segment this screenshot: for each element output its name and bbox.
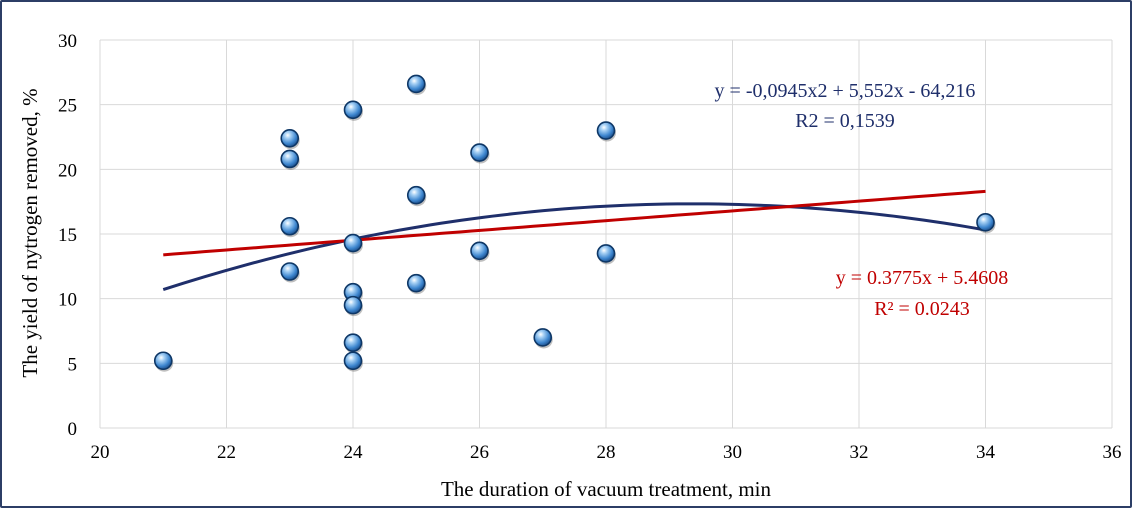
y-tick-label: 5 [68, 354, 78, 375]
data-point [280, 216, 300, 236]
x-tick-label: 22 [217, 442, 236, 463]
data-point [406, 273, 426, 293]
data-points [153, 74, 996, 372]
data-point [153, 351, 173, 371]
data-point [406, 74, 426, 94]
linear-equation: y = 0.3775x + 5.4608 [836, 267, 1009, 289]
data-point [343, 351, 363, 371]
data-point [280, 262, 300, 281]
data-point [470, 241, 489, 261]
x-tick-label: 20 [91, 442, 110, 463]
x-tick-label: 26 [470, 442, 489, 463]
polynomial-trendline [162, 202, 986, 292]
y-tick-label: 25 [58, 96, 77, 117]
data-point [280, 128, 300, 148]
data-point [596, 121, 616, 140]
data-point [343, 333, 363, 352]
y-tick-label: 20 [58, 160, 77, 181]
data-point [406, 185, 426, 205]
x-tick-label: 32 [850, 442, 869, 463]
data-point [280, 149, 300, 169]
x-axis-title: The duration of vacuum treatment, min [441, 477, 772, 501]
x-tick-label: 28 [597, 442, 616, 463]
linear-trendline [163, 189, 986, 257]
x-tick-label: 34 [976, 442, 996, 463]
trendlines [162, 189, 986, 292]
x-tick-label: 24 [344, 442, 364, 463]
x-tick-label: 36 [1103, 442, 1122, 463]
poly-r2: R2 = 0,1539 [795, 110, 895, 132]
y-tick-label: 0 [68, 419, 78, 440]
y-tick-label: 30 [58, 31, 77, 52]
linear-r2: R² = 0.0243 [874, 298, 970, 320]
x-tick-label: 30 [723, 442, 742, 463]
data-point [596, 244, 616, 263]
y-axis-title: The yield of nytrogen removed, % [18, 88, 42, 377]
tick-labels: 0 5 10 15 20 25 30 20 22 24 26 28 30 32 34 36 [58, 31, 1122, 463]
data-point [343, 295, 363, 315]
y-tick-label: 15 [58, 225, 77, 246]
data-point [976, 213, 995, 232]
poly-equation: y = -0,0945x2 + 5,552x - 64,216 [715, 80, 976, 102]
data-point [343, 100, 363, 120]
data-point [470, 143, 489, 162]
data-point [343, 233, 363, 253]
y-tick-label: 10 [58, 290, 77, 311]
data-point [533, 328, 553, 347]
